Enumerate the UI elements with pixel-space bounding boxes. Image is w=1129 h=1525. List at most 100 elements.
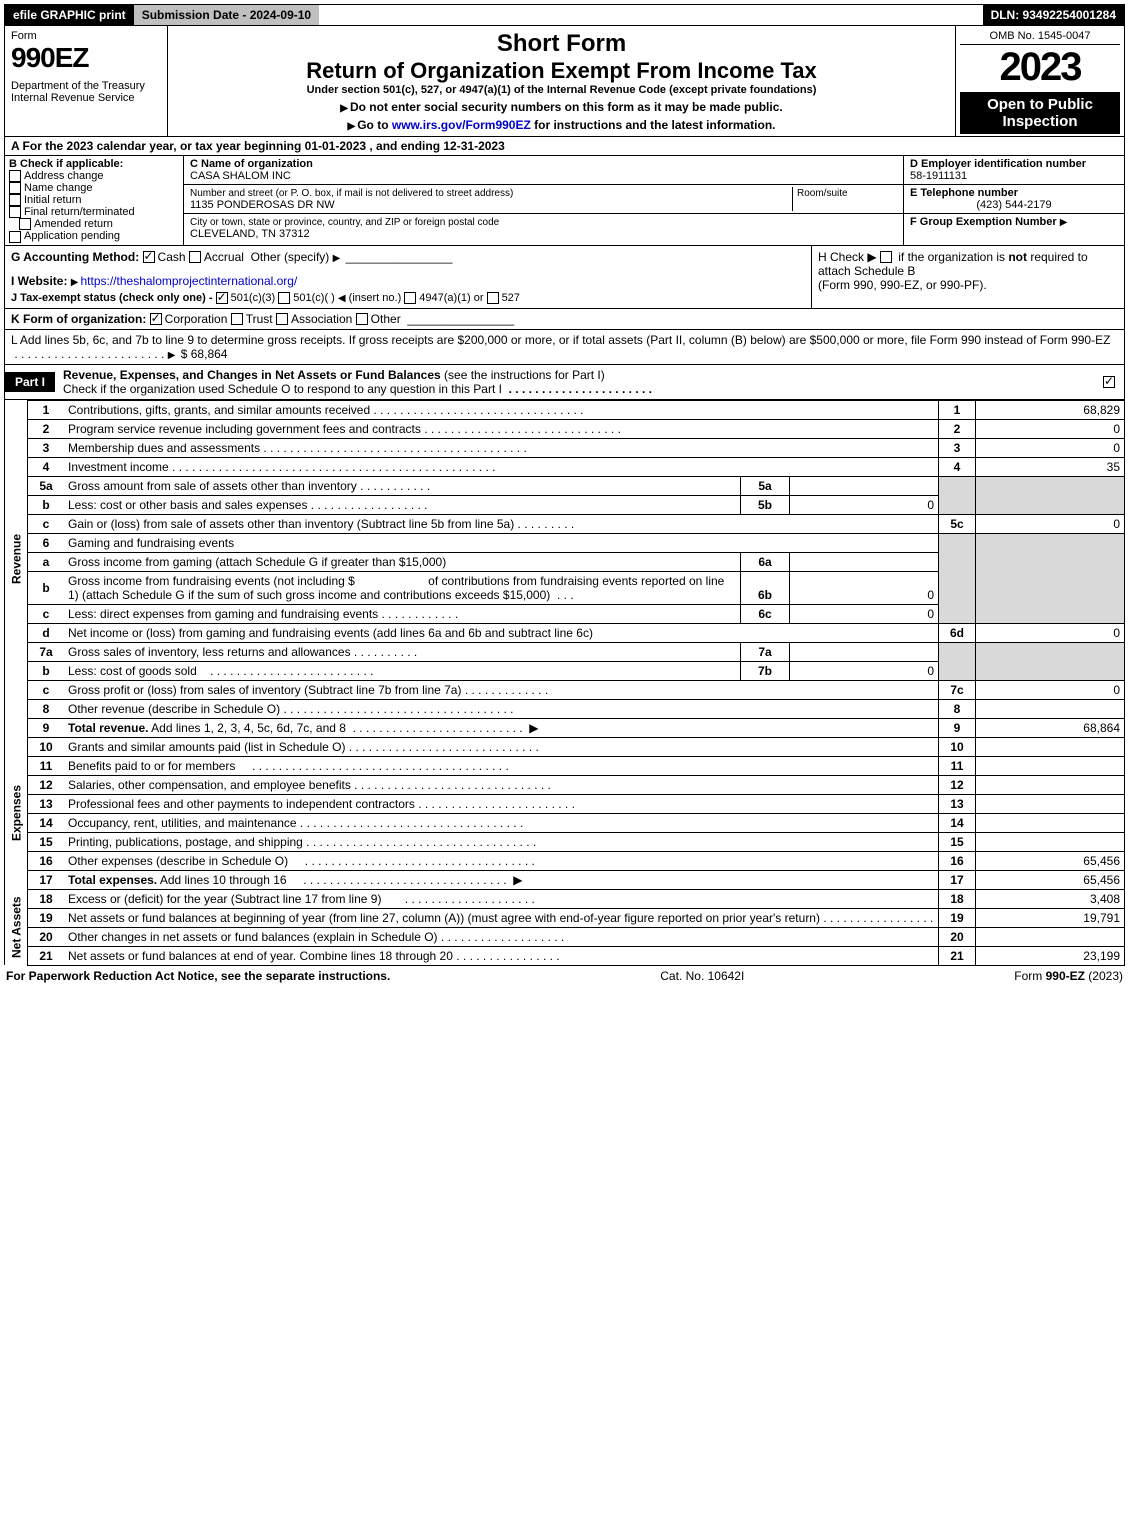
line-18: Net Assets 18Excess or (deficit) for the… bbox=[5, 889, 1125, 908]
website-link[interactable]: https://theshalomprojectinternational.or… bbox=[81, 274, 298, 288]
cat-no: Cat. No. 10642I bbox=[390, 969, 1014, 983]
omb-number: OMB No. 1545-0047 bbox=[960, 28, 1120, 45]
line-6: 6Gaming and fundraising events bbox=[5, 533, 1125, 552]
page-footer: For Paperwork Reduction Act Notice, see … bbox=[4, 966, 1125, 986]
part-1-header: Part I Revenue, Expenses, and Changes in… bbox=[4, 365, 1125, 400]
section-h: H Check ▶ if the organization is not req… bbox=[812, 246, 1124, 308]
section-l: L Add lines 5b, 6c, and 7b to line 9 to … bbox=[4, 330, 1125, 365]
line-7c: cGross profit or (loss) from sales of in… bbox=[5, 680, 1125, 699]
val-6b: 0 bbox=[790, 571, 939, 604]
val-13 bbox=[976, 794, 1125, 813]
val-9: 68,864 bbox=[976, 718, 1125, 737]
checkbox-527[interactable] bbox=[487, 292, 499, 304]
instr-1: Do not enter social security numbers on … bbox=[350, 100, 783, 114]
val-1: 68,829 bbox=[976, 400, 1125, 419]
form-number: 990EZ bbox=[11, 42, 161, 74]
submission-date: Submission Date - 2024-09-10 bbox=[134, 5, 319, 25]
line-11: 11Benefits paid to or for members . . . … bbox=[5, 756, 1125, 775]
gross-receipts: $ 68,864 bbox=[181, 347, 228, 361]
efile-print[interactable]: efile GRAPHIC print bbox=[5, 5, 134, 25]
section-bcd: B Check if applicable: Address change Na… bbox=[4, 156, 1125, 246]
checkbox-trust[interactable] bbox=[231, 313, 243, 325]
checkbox-4947[interactable] bbox=[404, 292, 416, 304]
checkbox-final-return[interactable] bbox=[9, 206, 21, 218]
val-16: 65,456 bbox=[976, 851, 1125, 870]
checkbox-schedule-o[interactable] bbox=[1103, 376, 1115, 388]
section-a: A For the 2023 calendar year, or tax yea… bbox=[4, 137, 1125, 156]
checkbox-501c3[interactable] bbox=[216, 292, 228, 304]
form-title: Return of Organization Exempt From Incom… bbox=[174, 58, 949, 84]
val-12 bbox=[976, 775, 1125, 794]
form-header: Form 990EZ Department of the Treasury In… bbox=[4, 26, 1125, 137]
checkbox-initial-return[interactable] bbox=[9, 194, 21, 206]
irs-link[interactable]: www.irs.gov/Form990EZ bbox=[392, 118, 531, 132]
line-14: 14Occupancy, rent, utilities, and mainte… bbox=[5, 813, 1125, 832]
sidelabel-expenses: Expenses bbox=[5, 737, 28, 889]
line-17: 17Total expenses. Add lines 10 through 1… bbox=[5, 870, 1125, 889]
line-4: 4Investment income . . . . . . . . . . .… bbox=[5, 457, 1125, 476]
line-7a: 7aGross sales of inventory, less returns… bbox=[5, 642, 1125, 661]
val-6c: 0 bbox=[790, 604, 939, 623]
val-4: 35 bbox=[976, 457, 1125, 476]
line-5a: 5aGross amount from sale of assets other… bbox=[5, 476, 1125, 495]
line-1: Revenue 1Contributions, gifts, grants, a… bbox=[5, 400, 1125, 419]
line-10: Expenses 10Grants and similar amounts pa… bbox=[5, 737, 1125, 756]
val-21: 23,199 bbox=[976, 946, 1125, 965]
org-address: 1135 PONDEROSAS DR NW bbox=[190, 199, 335, 211]
paperwork-notice: For Paperwork Reduction Act Notice, see … bbox=[6, 969, 390, 983]
header-right: OMB No. 1545-0047 2023 Open to Public In… bbox=[956, 26, 1124, 136]
line-16: 16Other expenses (describe in Schedule O… bbox=[5, 851, 1125, 870]
checkbox-501c[interactable] bbox=[278, 292, 290, 304]
open-to-public: Open to Public Inspection bbox=[960, 92, 1120, 134]
line-12: 12Salaries, other compensation, and empl… bbox=[5, 775, 1125, 794]
form-label: Form bbox=[11, 30, 161, 42]
org-city: CLEVELAND, TN 37312 bbox=[190, 228, 310, 240]
checkbox-association[interactable] bbox=[276, 313, 288, 325]
tax-year: 2023 bbox=[960, 45, 1120, 90]
header-left: Form 990EZ Department of the Treasury In… bbox=[5, 26, 168, 136]
val-11 bbox=[976, 756, 1125, 775]
checkbox-sched-b[interactable] bbox=[880, 251, 892, 263]
line-9: 9Total revenue. Add lines 1, 2, 3, 4, 5c… bbox=[5, 718, 1125, 737]
checkbox-amended-return[interactable] bbox=[19, 218, 31, 230]
val-18: 3,408 bbox=[976, 889, 1125, 908]
val-8 bbox=[976, 699, 1125, 718]
sidelabel-revenue: Revenue bbox=[5, 400, 28, 718]
phone: (423) 544-2179 bbox=[910, 199, 1118, 211]
line-20: 20Other changes in net assets or fund ba… bbox=[5, 927, 1125, 946]
val-2: 0 bbox=[976, 419, 1125, 438]
checkbox-corporation[interactable] bbox=[150, 313, 162, 325]
val-7c: 0 bbox=[976, 680, 1125, 699]
topbar: efile GRAPHIC print Submission Date - 20… bbox=[4, 4, 1125, 26]
section-c: C Name of organization CASA SHALOM INC N… bbox=[184, 156, 904, 245]
section-b: B Check if applicable: Address change Na… bbox=[5, 156, 184, 245]
val-7b: 0 bbox=[790, 661, 939, 680]
checkbox-application-pending[interactable] bbox=[9, 231, 21, 243]
checkbox-cash[interactable] bbox=[143, 251, 155, 263]
val-15 bbox=[976, 832, 1125, 851]
short-form: Short Form bbox=[174, 30, 949, 58]
irs-label: Internal Revenue Service bbox=[11, 92, 161, 104]
lines-table: Revenue 1Contributions, gifts, grants, a… bbox=[4, 400, 1125, 966]
org-name: CASA SHALOM INC bbox=[190, 170, 291, 182]
val-6d: 0 bbox=[976, 623, 1125, 642]
part-1-tag: Part I bbox=[5, 372, 55, 392]
checkbox-address-change[interactable] bbox=[9, 170, 21, 182]
section-gh: G Accounting Method: Cash Accrual Other … bbox=[4, 246, 1125, 309]
checkbox-accrual[interactable] bbox=[189, 251, 201, 263]
val-5c: 0 bbox=[976, 514, 1125, 533]
val-17: 65,456 bbox=[976, 870, 1125, 889]
val-14 bbox=[976, 813, 1125, 832]
line-5c: cGain or (loss) from sale of assets othe… bbox=[5, 514, 1125, 533]
checkbox-other-org[interactable] bbox=[356, 313, 368, 325]
line-2: 2Program service revenue including gover… bbox=[5, 419, 1125, 438]
line-21: 21Net assets or fund balances at end of … bbox=[5, 946, 1125, 965]
checkbox-name-change[interactable] bbox=[9, 182, 21, 194]
sidelabel-netassets: Net Assets bbox=[5, 889, 28, 965]
section-d: D Employer identification number 58-1911… bbox=[904, 156, 1124, 245]
line-15: 15Printing, publications, postage, and s… bbox=[5, 832, 1125, 851]
form-subtitle: Under section 501(c), 527, or 4947(a)(1)… bbox=[174, 84, 949, 96]
line-8: 8Other revenue (describe in Schedule O) … bbox=[5, 699, 1125, 718]
header-center: Short Form Return of Organization Exempt… bbox=[168, 26, 956, 136]
val-5b: 0 bbox=[790, 495, 939, 514]
